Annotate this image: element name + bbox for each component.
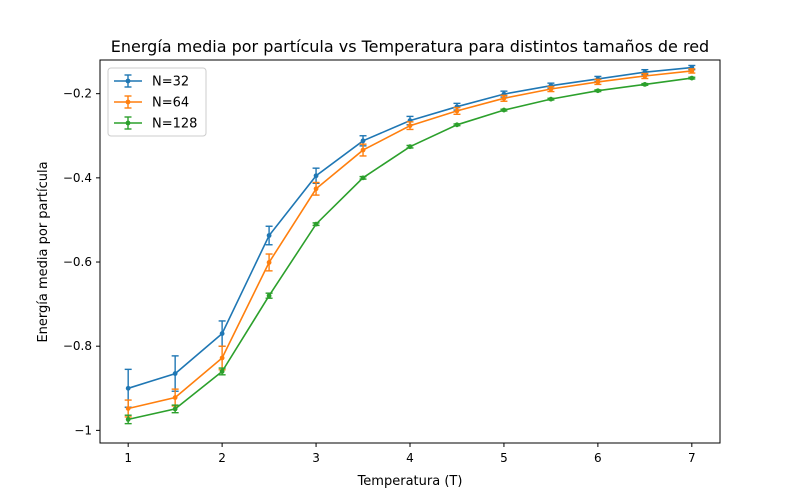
data-point	[172, 371, 178, 376]
x-tick-label: 2	[218, 451, 226, 465]
data-point	[501, 107, 507, 113]
data-point	[454, 122, 460, 128]
data-point	[642, 73, 648, 79]
series-2	[124, 68, 696, 418]
data-point	[360, 175, 366, 181]
data-point	[219, 355, 225, 361]
x-axis: 1 2 3 4 5 6 7	[124, 443, 696, 465]
y-axis: −1 −0.8 −0.6 −0.4 −0.2	[63, 87, 100, 437]
legend-swatch-marker	[125, 99, 131, 105]
y-tick-label: −0.2	[63, 87, 92, 101]
data-point	[642, 82, 648, 87]
y-tick-label: −0.8	[63, 339, 92, 353]
x-tick-label: 7	[688, 451, 696, 465]
legend-label: N=64	[152, 96, 189, 111]
legend-item: N=64	[114, 95, 189, 111]
x-tick-label: 1	[124, 451, 132, 465]
data-point	[219, 369, 225, 374]
data-point	[266, 293, 272, 299]
data-point	[125, 406, 131, 411]
data-point	[548, 86, 554, 92]
data-point	[313, 173, 319, 179]
data-point	[313, 221, 319, 227]
data-point	[125, 385, 131, 391]
y-tick-label: −0.6	[63, 255, 92, 269]
data-point	[548, 96, 554, 102]
y-axis-label: Energía media por partícula	[36, 161, 51, 342]
data-point	[407, 144, 413, 150]
data-point	[172, 395, 178, 400]
x-tick-label: 6	[594, 451, 602, 465]
data-point	[313, 186, 319, 192]
data-point	[266, 233, 272, 238]
x-axis-label: Temperatura (T)	[357, 474, 463, 489]
series-3	[124, 75, 696, 425]
series-1	[124, 64, 696, 408]
legend-label: N=128	[152, 117, 197, 132]
x-tick-label: 4	[406, 451, 414, 465]
data-point	[501, 95, 507, 101]
x-tick-label: 5	[500, 451, 508, 465]
legend-swatch-marker	[125, 120, 131, 126]
legend-item: N=32	[114, 74, 189, 90]
data-point	[689, 75, 695, 81]
series-layer	[124, 64, 696, 425]
data-point	[266, 260, 272, 265]
legend-swatch-marker	[125, 78, 131, 84]
y-tick-label: −0.4	[63, 171, 92, 185]
legend: N=32 N=64 N=128	[107, 67, 207, 137]
data-point	[360, 138, 366, 144]
legend-box	[107, 67, 207, 137]
data-point	[407, 123, 413, 129]
data-point	[595, 88, 601, 94]
chart-title: Energía media por partícula vs Temperatu…	[111, 37, 709, 56]
data-point	[219, 331, 225, 336]
legend-item: N=128	[114, 116, 197, 132]
data-point	[454, 108, 460, 114]
data-point	[172, 406, 178, 412]
data-point	[595, 79, 601, 85]
legend-label: N=32	[152, 75, 189, 90]
y-tick-label: −1	[74, 423, 92, 437]
x-tick-label: 3	[312, 451, 320, 465]
data-point	[125, 417, 131, 422]
data-point	[689, 68, 695, 74]
data-point	[360, 147, 366, 153]
